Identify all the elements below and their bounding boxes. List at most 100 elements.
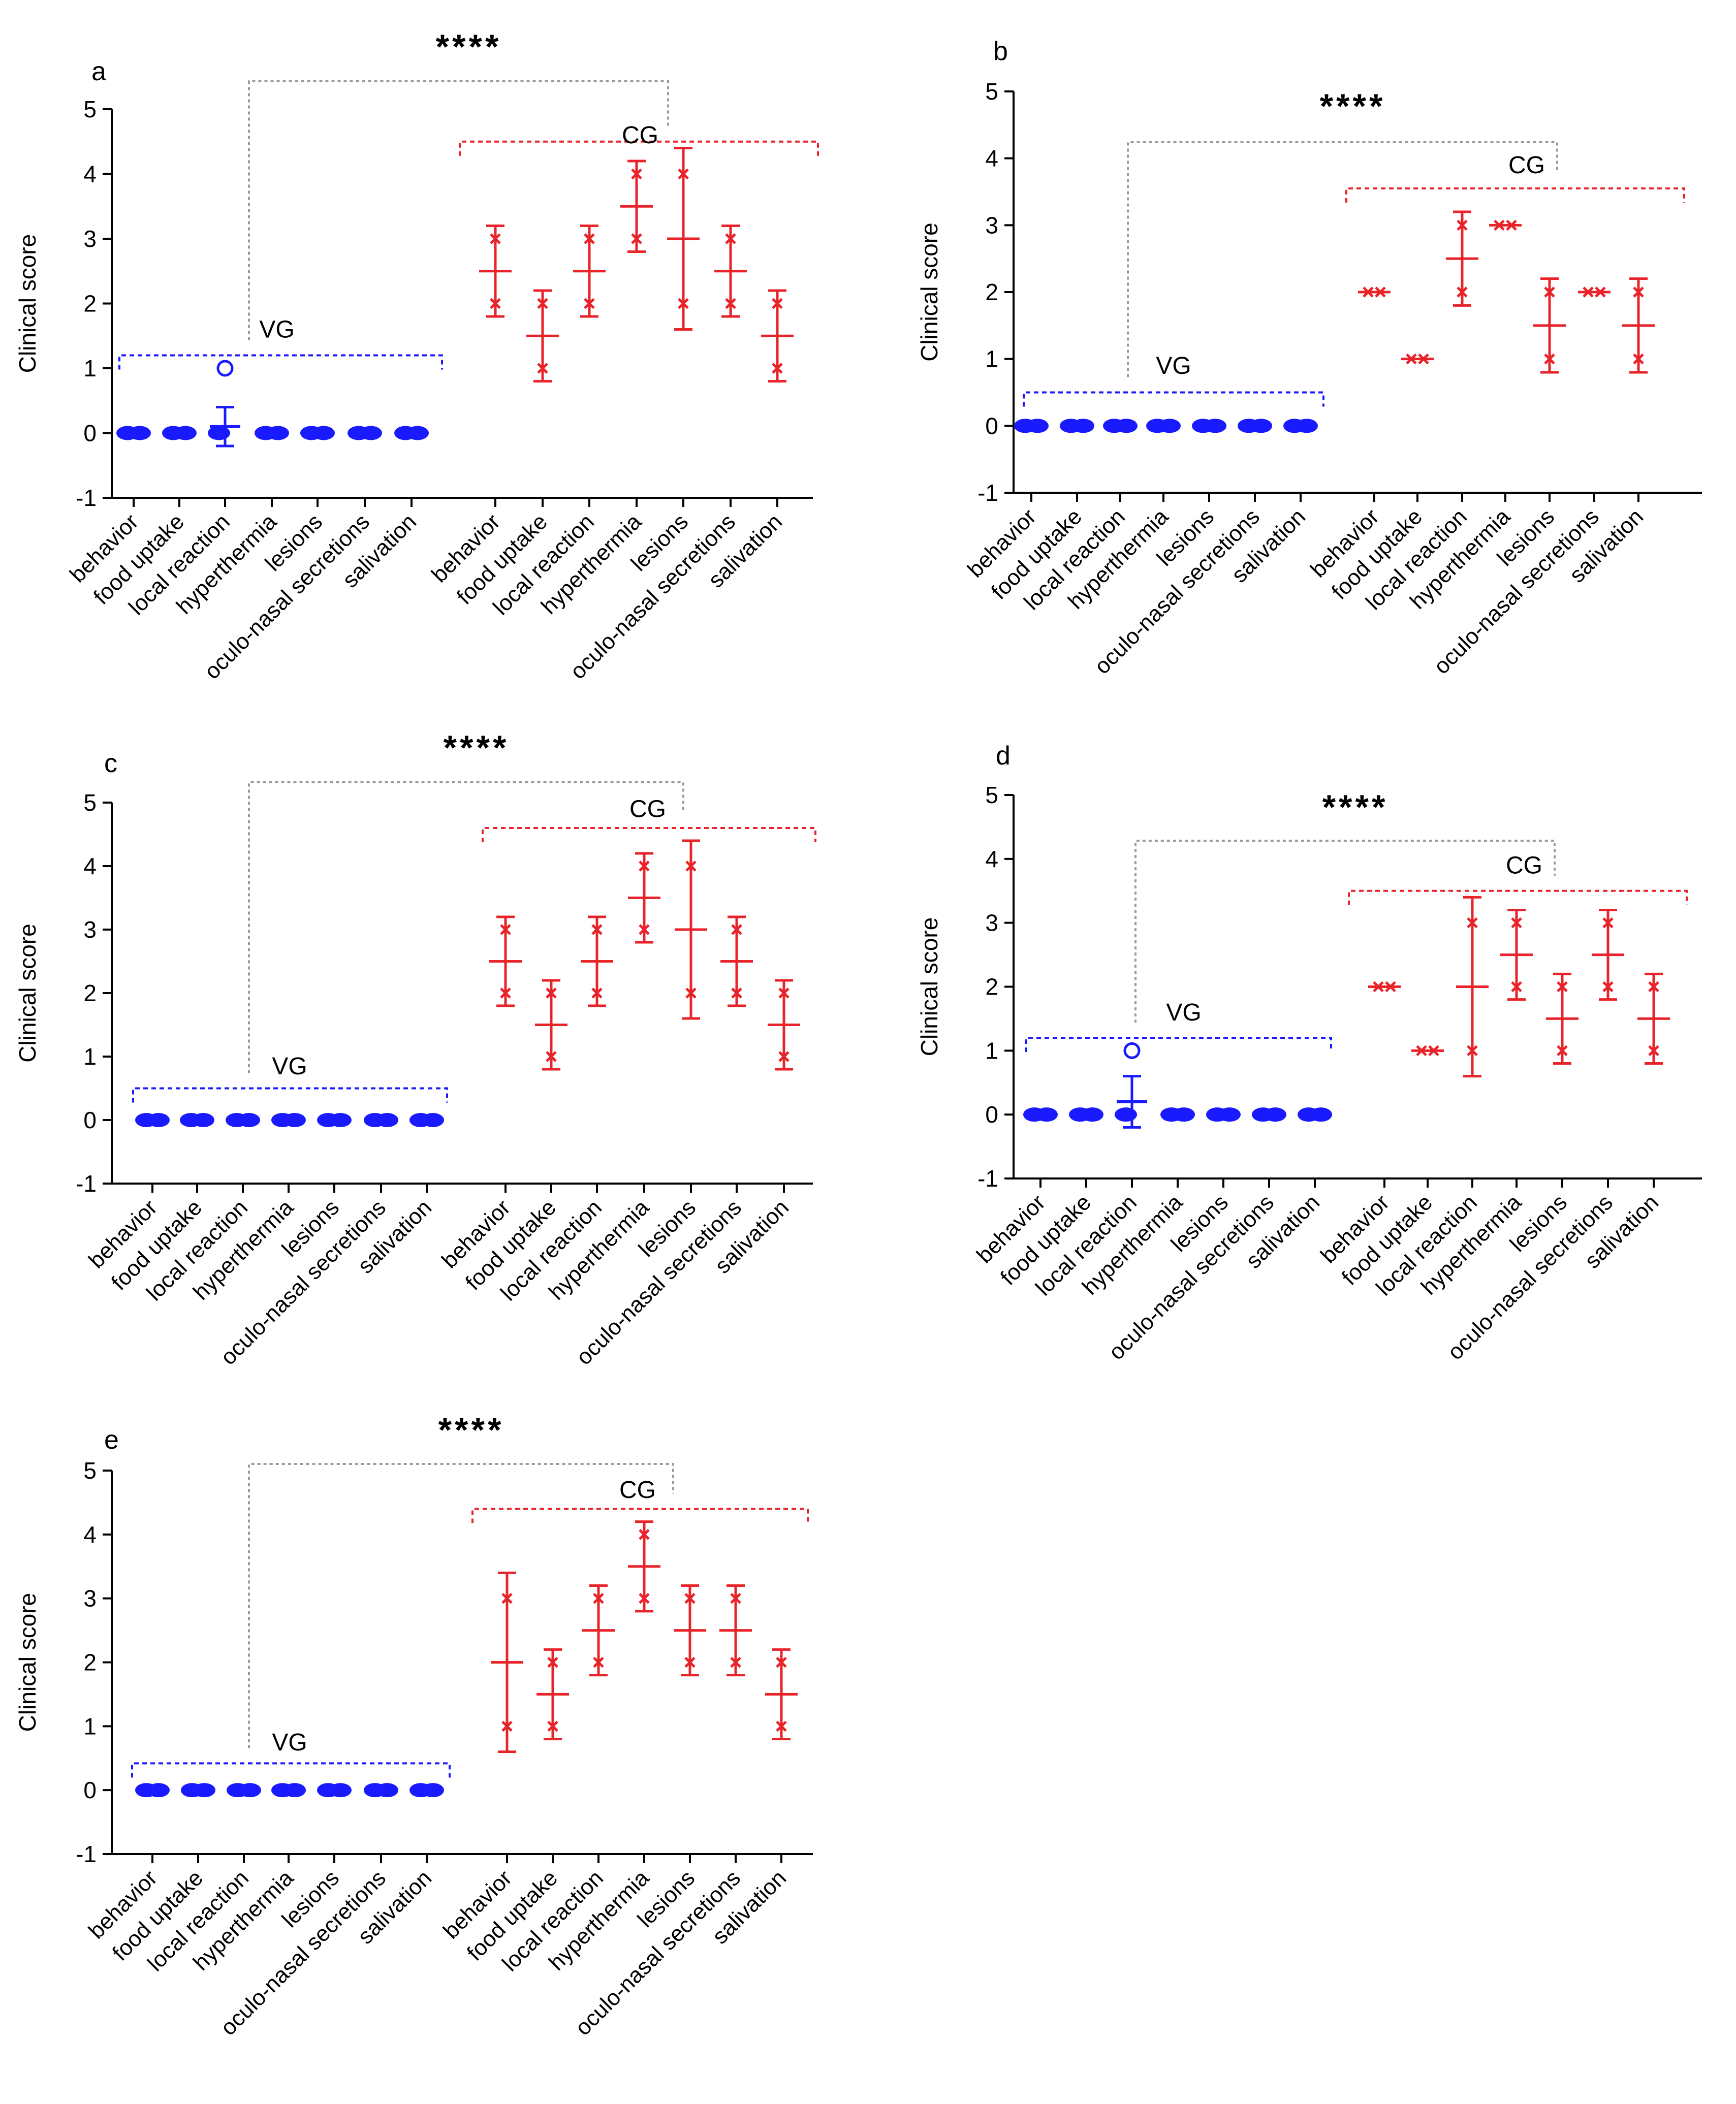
data-point — [1511, 981, 1522, 993]
data-point — [772, 363, 783, 374]
vg-group-bracket — [1023, 391, 1324, 407]
vg-group-label: VG — [1166, 999, 1201, 1026]
vg-group-bracket — [131, 1762, 451, 1778]
y-axis-label: Clinical score — [14, 234, 41, 373]
data-point — [490, 233, 501, 244]
y-tick-label: 2 — [83, 980, 97, 1006]
data-point — [678, 168, 689, 180]
data-point — [584, 233, 595, 244]
significance-stars: **** — [444, 728, 510, 767]
panel-letter: e — [104, 1425, 119, 1455]
data-point — [591, 924, 603, 935]
data-point — [639, 1529, 650, 1540]
data-point — [776, 1656, 787, 1668]
data-point — [501, 1720, 513, 1732]
y-axis-label: Clinical score — [14, 1593, 41, 1732]
significance-connector — [1127, 141, 1558, 377]
data-point — [685, 860, 697, 872]
y-tick-label: -1 — [76, 1170, 97, 1197]
data-point — [731, 987, 742, 999]
data-point — [639, 860, 650, 872]
data-point — [591, 987, 603, 999]
data-point — [730, 1592, 741, 1604]
significance-connector — [248, 80, 669, 340]
y-tick-label: 3 — [985, 910, 998, 936]
y-tick-label: 2 — [83, 291, 97, 317]
data-point — [684, 1592, 696, 1604]
data-point — [1595, 286, 1606, 298]
data-point — [1416, 1045, 1427, 1057]
y-tick-label: 1 — [83, 1043, 97, 1070]
data-point — [1467, 917, 1478, 929]
panel-letter: b — [993, 37, 1008, 66]
data-point — [1385, 981, 1396, 993]
y-tick-label: 5 — [83, 96, 97, 122]
data-point — [1544, 286, 1555, 298]
cg-group-bracket — [471, 1508, 809, 1523]
significance-connector — [1134, 840, 1556, 1023]
significance-stars: **** — [1320, 87, 1386, 125]
data-point — [1633, 286, 1644, 298]
data-point — [730, 1656, 741, 1668]
data-point — [537, 363, 548, 374]
data-point — [678, 298, 689, 309]
data-point — [725, 298, 736, 309]
significance-connector — [248, 781, 684, 1073]
y-tick-label: 5 — [83, 1457, 97, 1484]
cg-group-bracket — [1345, 187, 1685, 203]
y-tick-label: 1 — [985, 346, 998, 372]
cg-group-label: CG — [629, 796, 666, 823]
data-point — [593, 1592, 604, 1604]
data-point — [1506, 219, 1517, 231]
data-point — [684, 1656, 696, 1668]
data-point — [1557, 981, 1568, 993]
data-point — [731, 924, 742, 935]
panel-letter: d — [996, 741, 1011, 771]
data-point — [1467, 1045, 1478, 1057]
significance-stars: **** — [438, 1411, 504, 1449]
data-point — [1115, 1107, 1137, 1122]
y-tick-label: 4 — [985, 846, 998, 872]
data-point — [1557, 1045, 1568, 1057]
vg-group-bracket — [1025, 1037, 1332, 1053]
data-point — [500, 924, 511, 935]
y-tick-label: 5 — [985, 78, 998, 105]
significance-stars: **** — [436, 27, 502, 66]
y-tick-label: 4 — [83, 1521, 97, 1548]
y-tick-label: 0 — [985, 1101, 998, 1128]
data-point — [1406, 353, 1417, 365]
y-tick-label: 3 — [83, 1585, 97, 1612]
y-tick-label: 3 — [83, 916, 97, 943]
y-tick-label: 2 — [985, 974, 998, 1000]
data-point — [639, 924, 650, 935]
data-point — [1418, 353, 1429, 365]
data-point — [1363, 286, 1374, 298]
cg-group-label: CG — [622, 122, 658, 149]
y-tick-label: -1 — [977, 480, 998, 506]
data-point — [1494, 219, 1505, 231]
outlier-point — [1123, 1042, 1141, 1059]
data-point — [631, 168, 642, 180]
y-axis-label: Clinical score — [14, 923, 41, 1063]
data-point — [1648, 1045, 1659, 1057]
data-point — [1373, 981, 1384, 993]
y-tick-label: 0 — [985, 412, 998, 439]
data-point — [1633, 353, 1644, 365]
data-point — [1602, 981, 1614, 993]
cg-group-label: CG — [619, 1477, 656, 1504]
data-point — [537, 298, 548, 309]
y-tick-label: 2 — [985, 279, 998, 305]
data-point — [1583, 286, 1594, 298]
panel-letter: a — [91, 57, 106, 86]
y-tick-label: -1 — [76, 485, 97, 511]
data-point — [778, 1051, 790, 1062]
data-point — [1602, 917, 1614, 929]
panel-letter: c — [104, 749, 117, 778]
significance-stars: **** — [1322, 788, 1388, 826]
